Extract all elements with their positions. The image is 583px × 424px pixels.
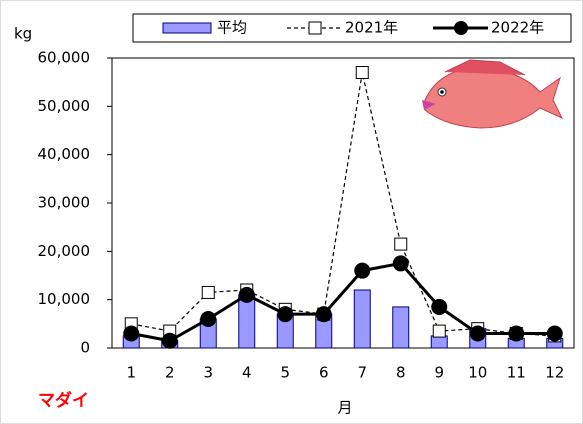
legend-marker [308,21,322,35]
marker [431,298,448,315]
x-tick-label: 11 [507,364,526,382]
x-tick-label: 8 [396,364,406,382]
legend-label: 平均 [217,19,247,37]
legend-label: 2021年 [345,19,398,37]
fish-illustration [422,59,564,129]
marker [355,66,369,79]
marker [469,325,486,342]
x-tick-label: 6 [319,364,329,382]
legend-marker [454,21,468,35]
x-tick-label: 7 [357,364,367,382]
legend-swatch [162,22,212,34]
marker [277,306,294,323]
x-axis-label: 月 [337,399,352,417]
x-tick-label: 12 [545,364,564,382]
marker [315,306,332,323]
y-axis-label: kg [14,25,32,43]
x-tick-label: 9 [434,364,444,382]
x-tick-label: 1 [126,364,136,382]
marker [161,332,178,349]
marker [394,237,408,251]
marker [354,262,371,279]
marker [508,325,525,342]
x-tick-label: 3 [203,364,213,382]
x-tick-label: 4 [242,364,252,382]
y-tick-label: 0 [80,339,90,357]
marker [238,286,255,303]
y-tick-label: 60,000 [38,49,91,67]
legend-label: 2022年 [491,19,544,37]
marker [546,325,563,342]
bar [430,335,448,349]
y-tick-label: 10,000 [38,290,91,308]
marker [201,285,215,299]
y-tick-label: 40,000 [38,145,91,163]
bar [392,306,410,349]
marker [392,255,409,272]
x-tick-label: 2 [165,364,175,382]
marker [200,311,217,327]
x-tick-label: 10 [468,364,487,382]
y-tick-label: 30,000 [38,194,91,212]
y-tick-label: 50,000 [38,97,91,115]
bar [353,289,371,349]
x-tick-label: 5 [280,364,290,382]
marker [432,324,446,338]
annotation: マダイ [38,390,89,411]
marker [123,325,140,342]
y-tick-label: 20,000 [38,242,91,260]
